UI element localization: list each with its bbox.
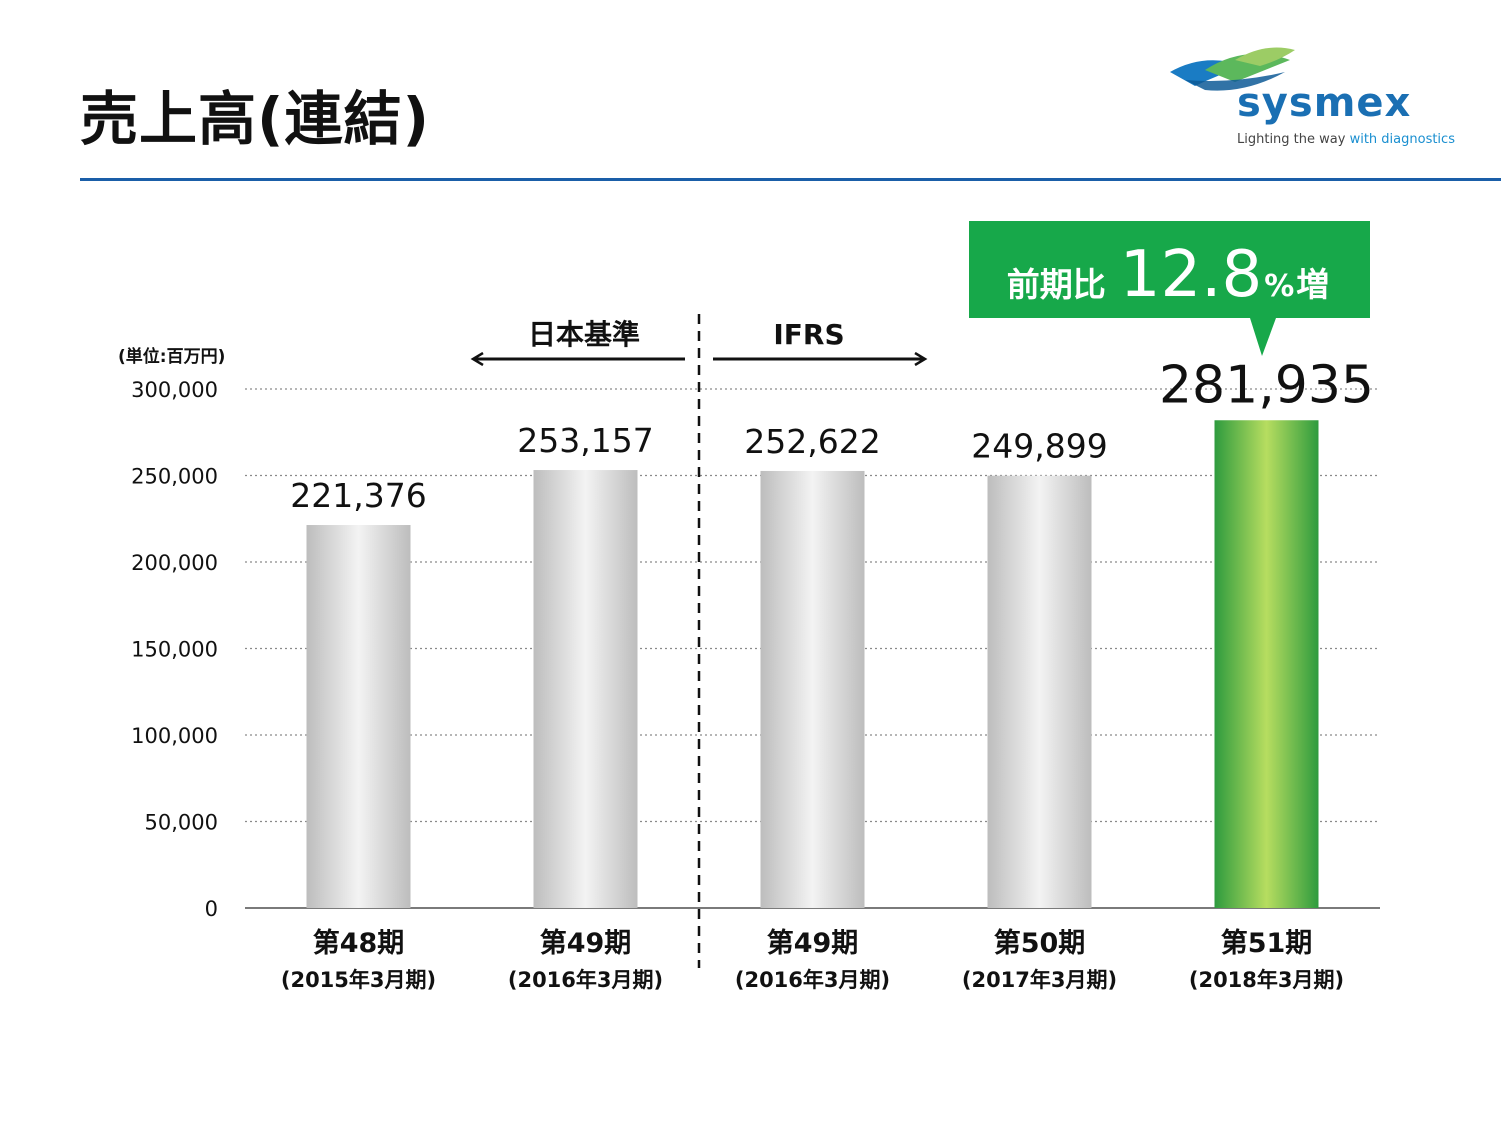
logo-wordmark: sysmex [1237,80,1412,126]
growth-callout-box [969,221,1370,356]
logo-wave-icon [1170,47,1295,91]
y-tick-label: 200,000 [131,551,218,575]
tagline-accent: with diagnostics [1349,132,1455,147]
category-sublabel: (2018年3月期) [1189,968,1344,992]
title-rule [80,178,1501,181]
page-title: 売上高(連結) [80,85,431,153]
callout-unit: % [1264,269,1294,304]
category-sublabel: (2016年3月期) [508,968,663,992]
bar [533,470,638,908]
logo-tagline: Lighting the way with diagnostics [1237,132,1455,147]
callout-prefix: 前期比 [1007,265,1106,304]
value-label: 253,157 [517,421,653,460]
category-label: 第49期 [767,927,859,959]
value-label-highlight: 281,935 [1159,355,1374,415]
bar [306,525,411,908]
category-label: 第51期 [1221,927,1313,959]
tagline-plain: Lighting the way [1237,132,1350,147]
value-label: 252,622 [744,422,880,461]
y-tick-label: 300,000 [131,378,218,402]
y-tick-label: 150,000 [131,638,218,662]
y-tick-label: 0 [205,897,218,921]
category-sublabel: (2015年3月期) [281,968,436,992]
category-label: 第50期 [994,927,1086,959]
y-tick-label: 100,000 [131,724,218,748]
sysmex-logo: sysmex Lighting the way with diagnostics [1165,40,1465,155]
growth-callout-text: 前期比 12.8%増 [1007,238,1330,312]
category-label: 第48期 [313,927,405,959]
category-sublabel: (2016年3月期) [735,968,890,992]
bar-highlight [1214,420,1319,908]
category-sublabel: (2017年3月期) [962,968,1117,992]
value-label: 221,376 [290,476,426,515]
callout-value: 12.8 [1120,238,1263,312]
y-tick-label: 50,000 [145,811,218,835]
standard-right-label: IFRS [773,318,844,351]
standard-left-label: 日本基準 [528,318,640,351]
y-tick-label: 250,000 [131,465,218,489]
category-label: 第49期 [540,927,632,959]
unit-label: (単位:百万円) [118,346,225,367]
callout-suffix: 増 [1296,265,1329,304]
bar [987,475,1092,908]
value-label: 249,899 [971,427,1107,466]
bar [760,470,865,908]
